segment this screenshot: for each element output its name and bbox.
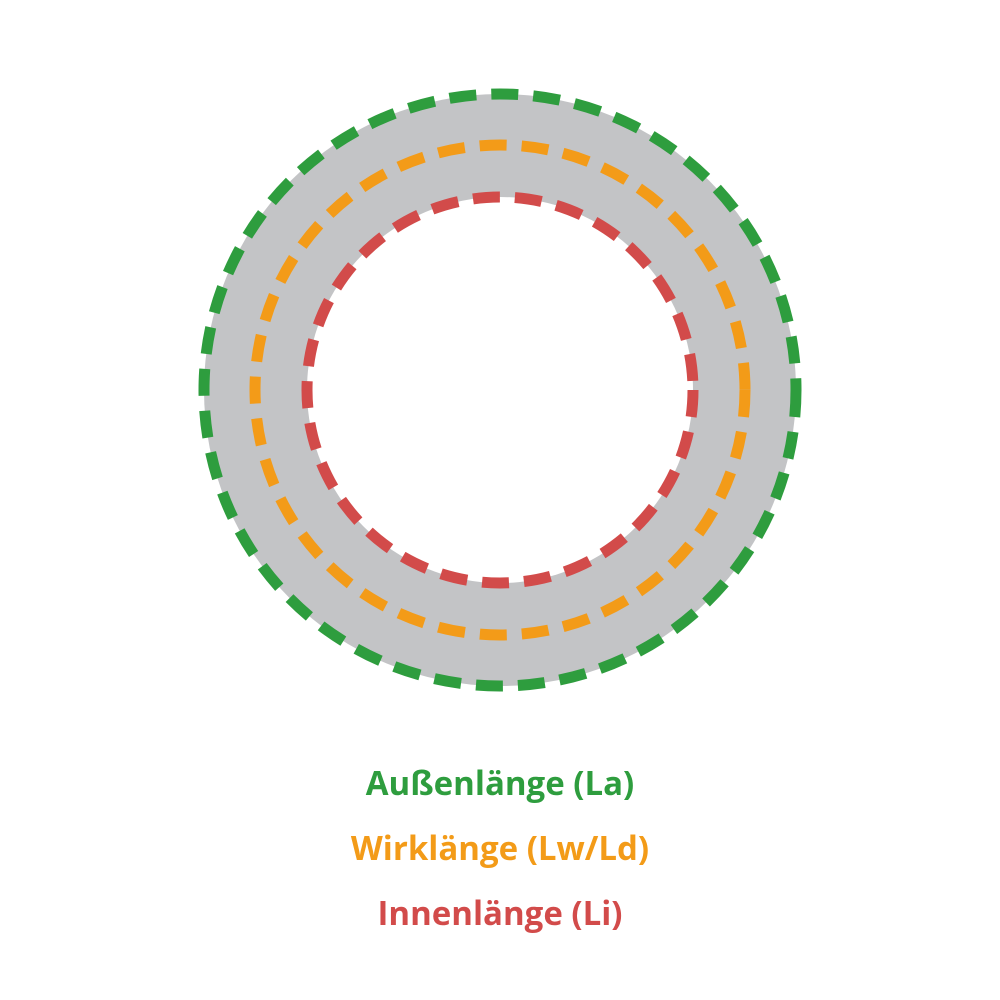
legend-outer-length: Außenlänge (La) [0,760,1000,805]
legend-label: Außenlänge (La) [366,760,634,805]
legend-effective-length: Wirklänge (Lw/Ld) [0,825,1000,870]
legend-inner-length: Innenlänge (Li) [0,890,1000,935]
diagram-container: Außenlänge (La) Wirklänge (Lw/Ld) Innenl… [0,0,1000,1000]
legend-label: Innenlänge (Li) [378,890,623,935]
legend-label: Wirklänge (Lw/Ld) [351,825,649,870]
